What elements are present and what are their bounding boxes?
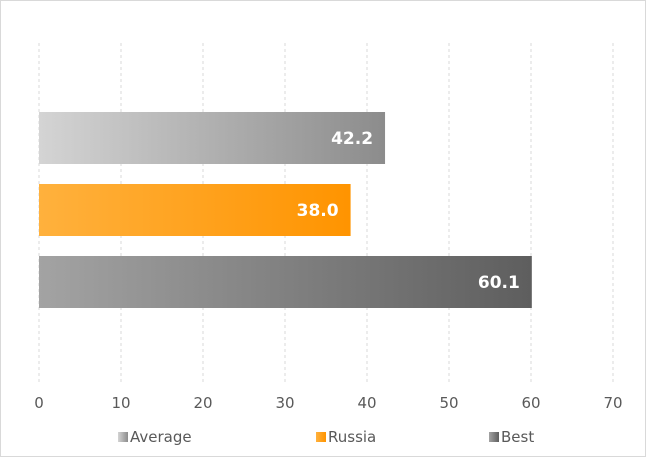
bars: 42.2 38.0 60.1 [39, 112, 532, 308]
data-label-russia: 38.0 [297, 201, 339, 221]
legend-swatch-average [118, 432, 128, 442]
x-tick-label: 70 [603, 394, 622, 412]
data-label-average: 42.2 [331, 129, 373, 149]
legend: Average Russia Best [118, 428, 534, 446]
x-tick-label: 10 [111, 394, 130, 412]
x-tick-label: 50 [439, 394, 458, 412]
x-tick-label: 40 [357, 394, 376, 412]
legend-label-russia: Russia [328, 428, 376, 446]
bar-average [39, 112, 386, 164]
data-label-best: 60.1 [478, 273, 520, 293]
x-tick-label: 30 [275, 394, 294, 412]
bar-best [39, 256, 532, 308]
legend-swatch-best [489, 432, 499, 442]
legend-swatch-russia [316, 432, 326, 442]
x-axis-ticks: 0 10 20 30 40 50 60 70 [34, 394, 622, 412]
bar-russia [39, 184, 351, 236]
x-tick-label: 20 [193, 394, 212, 412]
x-tick-label: 60 [521, 394, 540, 412]
legend-label-best: Best [501, 428, 534, 446]
x-tick-label: 0 [34, 394, 44, 412]
legend-label-average: Average [130, 428, 192, 446]
